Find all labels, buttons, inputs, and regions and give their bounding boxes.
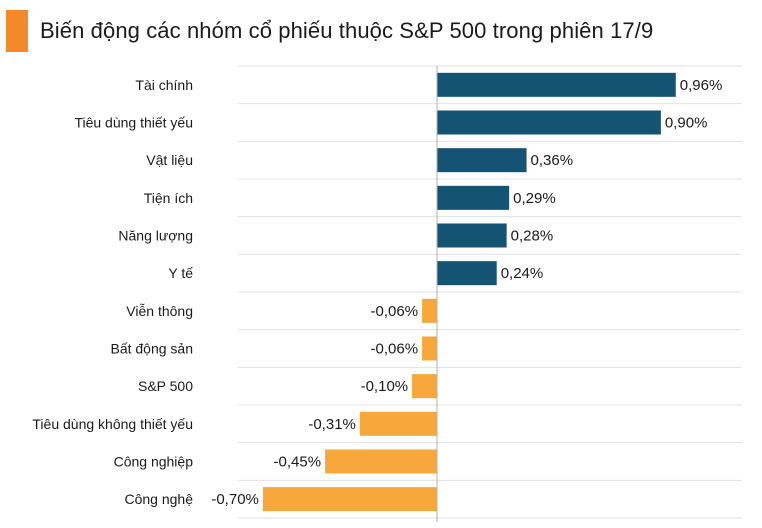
category-label: Bất động sản bbox=[110, 341, 193, 357]
category-label: Tiêu dùng thiết yếu bbox=[74, 115, 193, 131]
category-label: Vật liệu bbox=[146, 152, 193, 168]
bar bbox=[437, 223, 507, 248]
bar bbox=[422, 298, 437, 323]
bar bbox=[437, 185, 510, 210]
title-accent-bar bbox=[6, 10, 28, 52]
category-label: Công nghiệp bbox=[114, 454, 194, 470]
data-label: -0,06% bbox=[371, 341, 419, 358]
bar bbox=[437, 110, 661, 135]
bar bbox=[359, 411, 437, 436]
bar bbox=[412, 374, 437, 399]
chart-title-block: Biến động các nhóm cổ phiếu thuộc S&P 50… bbox=[6, 10, 653, 52]
data-label: 0,28% bbox=[511, 228, 554, 245]
bar bbox=[437, 148, 527, 173]
data-label: -0,10% bbox=[361, 378, 409, 395]
category-label: Công nghệ bbox=[124, 491, 193, 507]
data-label: 0,29% bbox=[513, 190, 556, 207]
category-label: Y tế bbox=[168, 265, 193, 281]
category-label: S&P 500 bbox=[138, 378, 193, 394]
data-label: -0,31% bbox=[308, 416, 356, 433]
data-label: 0,96% bbox=[680, 77, 723, 94]
bar bbox=[437, 72, 676, 97]
data-label: -0,70% bbox=[211, 491, 259, 508]
category-label: Viễn thông bbox=[126, 303, 193, 319]
data-label: 0,24% bbox=[501, 265, 544, 282]
bar bbox=[437, 261, 497, 286]
bar bbox=[325, 449, 437, 474]
category-label: Tiện ích bbox=[144, 190, 193, 206]
category-label: Năng lượng bbox=[118, 228, 193, 244]
chart-title: Biến động các nhóm cổ phiếu thuộc S&P 50… bbox=[40, 18, 654, 43]
data-label: 0,36% bbox=[531, 152, 574, 169]
data-label: -0,06% bbox=[371, 303, 419, 320]
bar bbox=[262, 487, 437, 512]
bar bbox=[422, 336, 437, 361]
category-label: Tiêu dùng không thiết yếu bbox=[32, 416, 193, 432]
data-label: -0,45% bbox=[274, 454, 322, 471]
category-label: Tài chính bbox=[135, 77, 193, 93]
data-label: 0,90% bbox=[665, 115, 708, 132]
